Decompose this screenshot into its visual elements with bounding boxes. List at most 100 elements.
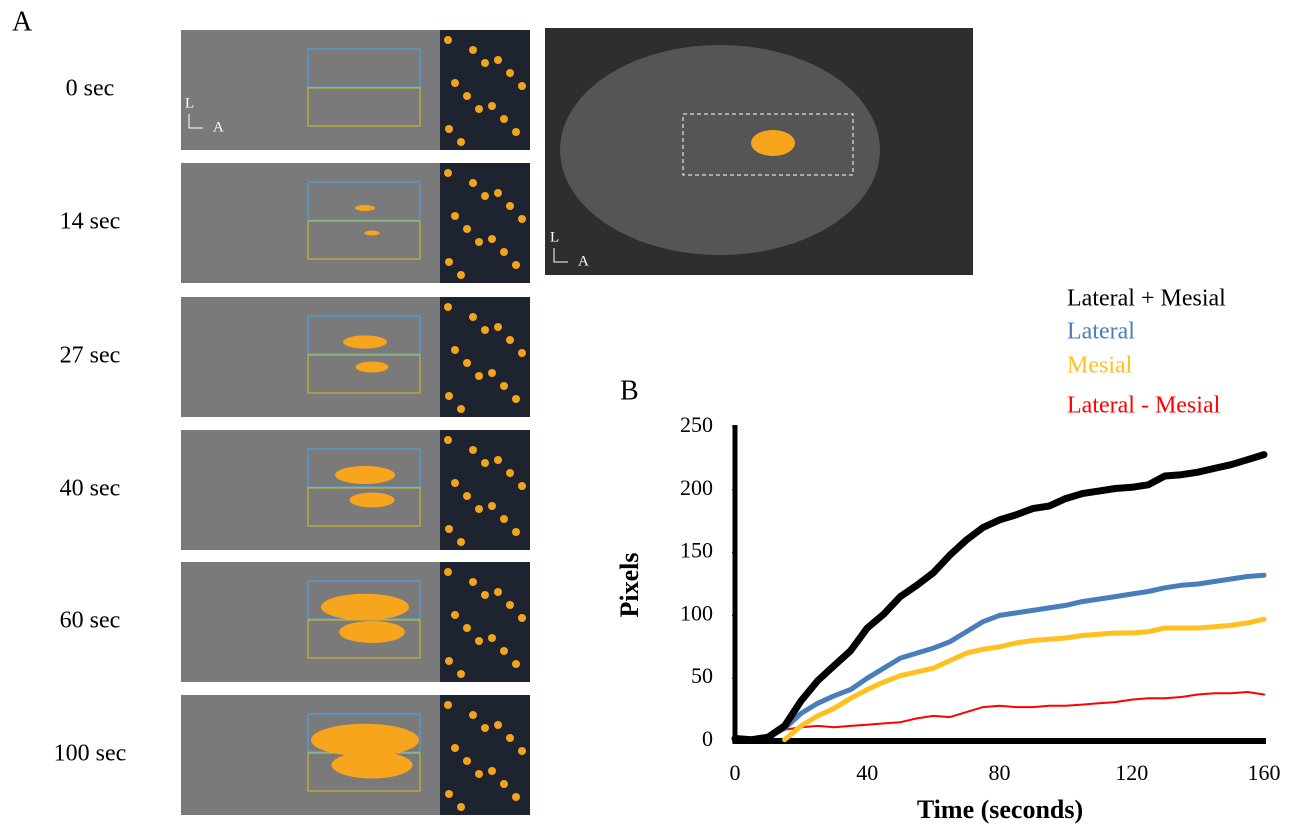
speckle bbox=[475, 637, 483, 645]
time-label: 27 sec bbox=[60, 343, 121, 369]
roi-mesial bbox=[307, 487, 421, 527]
speckle bbox=[451, 79, 459, 87]
speckle bbox=[444, 36, 452, 44]
speckle bbox=[475, 105, 483, 113]
speckle bbox=[518, 614, 526, 622]
series-line bbox=[732, 572, 1267, 743]
speckle bbox=[500, 780, 508, 788]
speckle bbox=[481, 459, 489, 467]
speckle bbox=[457, 271, 465, 279]
speckle bbox=[494, 56, 502, 64]
speckle bbox=[445, 125, 453, 133]
speckle bbox=[494, 588, 502, 596]
speckle bbox=[488, 369, 496, 377]
roi-mesial bbox=[307, 87, 421, 127]
speckle bbox=[475, 505, 483, 513]
speckle bbox=[506, 469, 514, 477]
orientation-up: L bbox=[550, 229, 559, 245]
speckle bbox=[512, 793, 520, 801]
legend-entry: Lateral bbox=[1067, 319, 1135, 345]
speckle bbox=[451, 744, 459, 752]
blob bbox=[321, 593, 409, 621]
time-label: 100 sec bbox=[54, 741, 127, 767]
speckle bbox=[481, 59, 489, 67]
speckle bbox=[475, 372, 483, 380]
speckle bbox=[475, 770, 483, 778]
overview-blob bbox=[751, 130, 795, 156]
speckle bbox=[469, 179, 477, 187]
speckle bbox=[463, 624, 471, 632]
speckle bbox=[500, 248, 508, 256]
y-tick-label: 100 bbox=[680, 600, 713, 625]
blob bbox=[364, 230, 380, 236]
speckle bbox=[445, 525, 453, 533]
roi-lateral bbox=[307, 181, 421, 221]
speckle bbox=[506, 336, 514, 344]
speckle bbox=[469, 46, 477, 54]
speckle bbox=[457, 405, 465, 413]
speckle bbox=[469, 711, 477, 719]
speckle bbox=[506, 734, 514, 742]
speckle bbox=[518, 747, 526, 755]
roi-lateral bbox=[307, 448, 421, 488]
speckle bbox=[518, 349, 526, 357]
legend-entry: Mesial bbox=[1067, 353, 1133, 379]
speckle bbox=[494, 721, 502, 729]
speckle bbox=[506, 202, 514, 210]
y-axis-title: Pixels bbox=[615, 553, 644, 618]
speckle bbox=[488, 102, 496, 110]
speckle bbox=[500, 382, 508, 390]
blob bbox=[339, 621, 405, 643]
series-line bbox=[731, 451, 1268, 744]
speckle bbox=[463, 225, 471, 233]
speckle bbox=[488, 502, 496, 510]
speckle bbox=[481, 192, 489, 200]
speckle bbox=[500, 647, 508, 655]
speckle bbox=[475, 238, 483, 246]
speckle bbox=[512, 660, 520, 668]
speckle bbox=[512, 128, 520, 136]
blob bbox=[331, 751, 413, 779]
speckle bbox=[500, 515, 508, 523]
speckle bbox=[457, 803, 465, 811]
speckle bbox=[469, 578, 477, 586]
panel-label: A bbox=[12, 6, 33, 37]
legend-entry: Lateral + Mesial bbox=[1067, 286, 1226, 312]
speckle bbox=[500, 115, 508, 123]
orientation-marker: L A bbox=[550, 229, 589, 269]
blob bbox=[355, 361, 389, 373]
speckle bbox=[457, 138, 465, 146]
time-label: 60 sec bbox=[60, 608, 121, 634]
speckle bbox=[518, 82, 526, 90]
x-tick-label: 160 bbox=[1248, 760, 1281, 785]
panel-label: B bbox=[620, 375, 639, 406]
y-tick-label: 250 bbox=[680, 412, 713, 437]
speckle bbox=[444, 568, 452, 576]
blob bbox=[349, 492, 395, 508]
speckle bbox=[506, 69, 514, 77]
speckle bbox=[469, 313, 477, 321]
speckle bbox=[506, 601, 514, 609]
speckle bbox=[494, 456, 502, 464]
speckle bbox=[444, 169, 452, 177]
speckle bbox=[457, 538, 465, 546]
orientation-right: A bbox=[213, 119, 224, 135]
y-tick-label: 150 bbox=[680, 538, 713, 563]
speckle bbox=[444, 701, 452, 709]
speckle bbox=[444, 436, 452, 444]
speckle bbox=[445, 392, 453, 400]
speckle bbox=[445, 657, 453, 665]
speckle bbox=[512, 261, 520, 269]
speckle bbox=[445, 790, 453, 798]
speckle bbox=[444, 303, 452, 311]
overview-tissue bbox=[560, 45, 880, 255]
roi-lateral bbox=[307, 48, 421, 88]
speckle bbox=[451, 479, 459, 487]
blob bbox=[311, 723, 419, 757]
speckle bbox=[451, 346, 459, 354]
orientation-marker: L A bbox=[185, 95, 224, 135]
speckle bbox=[512, 528, 520, 536]
blob bbox=[355, 205, 375, 211]
speckle bbox=[518, 215, 526, 223]
